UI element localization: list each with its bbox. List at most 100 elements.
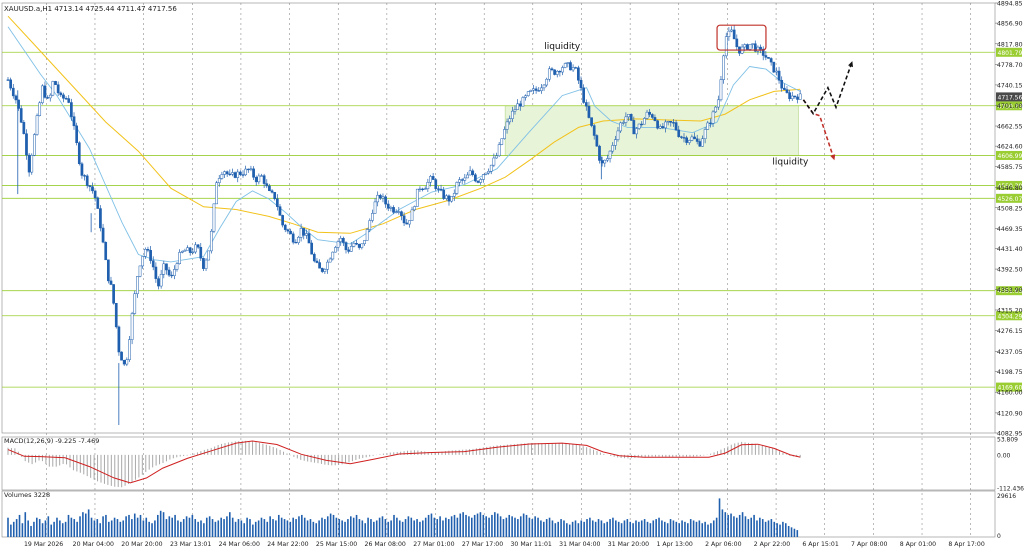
candle-body [484, 172, 488, 175]
candle-body [56, 84, 60, 94]
candle-body [99, 208, 102, 229]
candle-body [141, 256, 145, 267]
candle-body [14, 95, 18, 101]
candle-body [46, 97, 49, 99]
candle-body [518, 103, 522, 107]
candle-body [384, 196, 387, 205]
candle-body [439, 188, 443, 191]
candle-body [624, 116, 628, 123]
candle-body [775, 70, 778, 73]
x-tick-label: 27 Mar 17:00 [462, 541, 503, 548]
level-label: 4550.38 [998, 183, 1023, 190]
candle-body [394, 211, 398, 213]
x-tick-label: 24 Mar 22:00 [267, 541, 308, 548]
y-tick-label: 4585.75 [997, 164, 1023, 171]
x-tick-label: 6 Apr 15:01 [802, 541, 838, 548]
candle-body [408, 220, 411, 225]
level-label: 4526.07 [998, 196, 1023, 203]
candle-body [344, 242, 348, 251]
candle-body [188, 247, 192, 253]
candle-body [574, 67, 578, 69]
candle-body [397, 211, 401, 213]
candle-body [447, 195, 451, 202]
candle-body [67, 98, 71, 103]
candle-body [471, 170, 475, 176]
candle-body [88, 185, 92, 187]
candle-body [220, 174, 224, 179]
candle-body [497, 144, 501, 157]
candle-body [289, 230, 292, 235]
candle-body [537, 90, 541, 92]
candle-body [27, 154, 31, 173]
x-tick-label: 30 Mar 11:01 [511, 541, 552, 548]
candle-body [173, 269, 176, 276]
candle-body [310, 242, 314, 255]
y-tick-label: 4353.90 [997, 287, 1023, 294]
x-tick-label: 7 Apr 08:00 [851, 541, 887, 548]
candle-body [777, 70, 781, 81]
candle-body [125, 359, 129, 365]
candle-body [22, 122, 26, 134]
candle-body [579, 79, 583, 89]
candle-body [178, 252, 181, 264]
level-tag [996, 47, 1022, 57]
candle-body [423, 188, 427, 190]
candle-body [101, 227, 105, 243]
candle-body [643, 118, 646, 125]
level-tag [996, 193, 1022, 203]
candle-body [421, 188, 424, 191]
candle-body [215, 182, 218, 205]
candle-body [616, 130, 620, 140]
candle-body [767, 57, 770, 59]
candle-body [534, 88, 538, 91]
candle-body [286, 229, 290, 232]
level-tag [996, 286, 1022, 296]
candle-body [400, 211, 403, 217]
x-tick-label: 1 Apr 13:00 [656, 541, 692, 548]
candle-body [128, 339, 131, 360]
candle-body [526, 91, 530, 97]
candle-body [511, 110, 514, 119]
candle-body [363, 240, 366, 245]
candle-body [299, 228, 303, 238]
x-tick-label: 24 Mar 06:00 [219, 541, 260, 548]
x-tick-label: 27 Mar 01:00 [413, 541, 454, 548]
candle-body [405, 222, 409, 225]
candle-body [437, 188, 440, 190]
candle-body [481, 174, 485, 180]
candle-body [331, 251, 335, 260]
candle-body [508, 118, 512, 123]
candle-body [167, 269, 171, 276]
candle-body [648, 111, 652, 115]
y-tick-label: 4856.90 [997, 21, 1023, 28]
candle-body [368, 220, 372, 230]
candle-body [785, 89, 789, 93]
macd-tick-label: 53.809 [997, 437, 1018, 444]
candle-body [196, 244, 200, 248]
main-panel-frame [1, 2, 996, 434]
candle-body [357, 243, 361, 248]
candle-body [223, 171, 226, 175]
candle-body [458, 179, 461, 183]
volume-tick-label: 0 [997, 533, 1001, 540]
candle-body [328, 258, 332, 263]
candle-body [769, 58, 773, 63]
candle-body [342, 238, 345, 243]
y-tick-label: 4120.90 [997, 410, 1023, 417]
candle-body [426, 181, 430, 189]
candle-body [180, 250, 184, 253]
candle-body [521, 97, 525, 107]
candle-body [701, 138, 704, 147]
candle-body [611, 145, 615, 152]
candle-body [347, 249, 350, 252]
candle-body [402, 215, 406, 224]
candle-body [33, 134, 36, 156]
candle-body [434, 179, 438, 189]
candle-body [635, 128, 638, 135]
candle-body [371, 213, 374, 221]
liquidity-zone [504, 105, 799, 156]
candle-body [225, 171, 229, 175]
candle-body [386, 203, 390, 209]
candle-body [244, 168, 248, 176]
